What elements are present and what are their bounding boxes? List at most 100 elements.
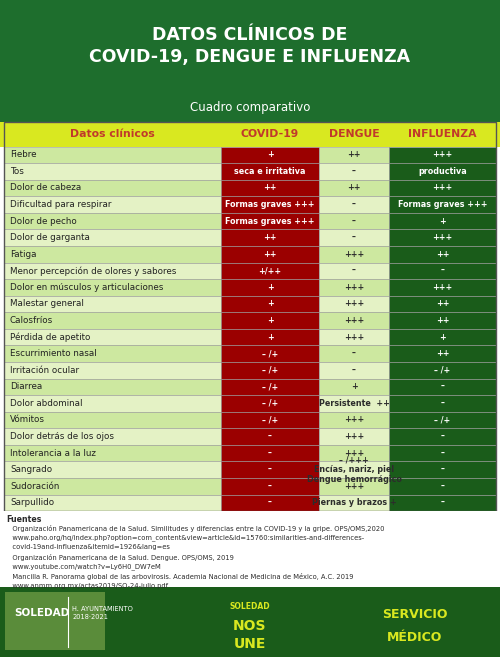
FancyBboxPatch shape bbox=[4, 428, 221, 445]
Text: Dolor de cabeza: Dolor de cabeza bbox=[10, 183, 81, 193]
Text: +: + bbox=[266, 332, 274, 342]
Text: UNE: UNE bbox=[234, 637, 266, 651]
FancyBboxPatch shape bbox=[389, 179, 496, 196]
FancyBboxPatch shape bbox=[319, 478, 389, 495]
FancyBboxPatch shape bbox=[4, 163, 221, 179]
FancyBboxPatch shape bbox=[389, 196, 496, 213]
Text: Sarpullido: Sarpullido bbox=[10, 499, 54, 507]
Text: Mancilla R. Panorama global de las arbovirosis. Academia Nacional de Medicina de: Mancilla R. Panorama global de las arbov… bbox=[6, 574, 354, 580]
FancyBboxPatch shape bbox=[4, 296, 221, 312]
Text: –: – bbox=[352, 366, 356, 374]
FancyBboxPatch shape bbox=[221, 246, 319, 263]
Text: Menor percepción de olores y sabores: Menor percepción de olores y sabores bbox=[10, 266, 176, 275]
Text: www.youtube.com/watch?v=Ly6H0_DW7eM: www.youtube.com/watch?v=Ly6H0_DW7eM bbox=[6, 564, 161, 570]
FancyBboxPatch shape bbox=[389, 478, 496, 495]
FancyBboxPatch shape bbox=[221, 478, 319, 495]
FancyBboxPatch shape bbox=[319, 279, 389, 296]
Text: www.paho.org/hq/index.php?option=com_content&view=article&id=15760:similarities-: www.paho.org/hq/index.php?option=com_con… bbox=[6, 535, 364, 541]
FancyBboxPatch shape bbox=[389, 461, 496, 478]
FancyBboxPatch shape bbox=[319, 196, 389, 213]
FancyBboxPatch shape bbox=[221, 279, 319, 296]
FancyBboxPatch shape bbox=[319, 263, 389, 279]
FancyBboxPatch shape bbox=[4, 362, 221, 378]
FancyBboxPatch shape bbox=[319, 346, 389, 362]
FancyBboxPatch shape bbox=[389, 445, 496, 461]
Text: NOS: NOS bbox=[233, 619, 267, 633]
Text: Dolor en músculos y articulaciones: Dolor en músculos y articulaciones bbox=[10, 283, 164, 292]
Text: +++: +++ bbox=[344, 415, 364, 424]
Text: +: + bbox=[350, 382, 358, 392]
FancyBboxPatch shape bbox=[389, 312, 496, 329]
Text: +/++: +/++ bbox=[258, 266, 281, 275]
Text: Escurrimiento nasal: Escurrimiento nasal bbox=[10, 349, 97, 358]
Text: H. AYUNTAMIENTO
2018·2021: H. AYUNTAMIENTO 2018·2021 bbox=[72, 606, 134, 620]
FancyBboxPatch shape bbox=[389, 378, 496, 395]
Text: +: + bbox=[439, 217, 446, 225]
Text: +++: +++ bbox=[432, 150, 452, 159]
FancyBboxPatch shape bbox=[389, 329, 496, 346]
Text: MÉDICO: MÉDICO bbox=[388, 631, 442, 644]
Text: Fuentes: Fuentes bbox=[6, 515, 42, 524]
Text: –: – bbox=[440, 432, 444, 441]
FancyBboxPatch shape bbox=[319, 147, 389, 163]
FancyBboxPatch shape bbox=[0, 0, 500, 122]
Text: –: – bbox=[352, 349, 356, 358]
FancyBboxPatch shape bbox=[4, 213, 221, 229]
FancyBboxPatch shape bbox=[0, 587, 500, 657]
FancyBboxPatch shape bbox=[221, 461, 319, 478]
Text: ++: ++ bbox=[436, 300, 449, 309]
Text: Persistente  ++: Persistente ++ bbox=[318, 399, 390, 408]
Text: +: + bbox=[266, 150, 274, 159]
Text: – /+++
Encías, nariz, piel
Dengue hemorrágico: – /+++ Encías, nariz, piel Dengue hemorr… bbox=[306, 455, 402, 484]
FancyBboxPatch shape bbox=[221, 296, 319, 312]
FancyBboxPatch shape bbox=[5, 592, 105, 650]
Text: +: + bbox=[266, 300, 274, 309]
Text: –: – bbox=[268, 482, 272, 491]
Text: +++: +++ bbox=[344, 283, 364, 292]
Text: Piernas y brazos +: Piernas y brazos + bbox=[312, 499, 396, 507]
Text: –: – bbox=[440, 382, 444, 392]
FancyBboxPatch shape bbox=[4, 478, 221, 495]
FancyBboxPatch shape bbox=[4, 461, 221, 478]
FancyBboxPatch shape bbox=[319, 246, 389, 263]
Text: – /+: – /+ bbox=[262, 399, 278, 408]
Text: ++: ++ bbox=[436, 250, 449, 259]
FancyBboxPatch shape bbox=[4, 312, 221, 329]
Text: +++: +++ bbox=[344, 449, 364, 458]
Text: productiva: productiva bbox=[418, 167, 467, 176]
FancyBboxPatch shape bbox=[319, 461, 389, 478]
FancyBboxPatch shape bbox=[319, 312, 389, 329]
FancyBboxPatch shape bbox=[221, 412, 319, 428]
FancyBboxPatch shape bbox=[221, 179, 319, 196]
FancyBboxPatch shape bbox=[389, 296, 496, 312]
Text: DENGUE: DENGUE bbox=[328, 129, 380, 139]
Text: +++: +++ bbox=[344, 250, 364, 259]
Text: Intolerancia a la luz: Intolerancia a la luz bbox=[10, 449, 96, 458]
FancyBboxPatch shape bbox=[389, 362, 496, 378]
Text: Tos: Tos bbox=[10, 167, 24, 176]
FancyBboxPatch shape bbox=[0, 122, 500, 147]
Text: +++: +++ bbox=[344, 316, 364, 325]
FancyBboxPatch shape bbox=[319, 296, 389, 312]
Text: – /+: – /+ bbox=[434, 415, 450, 424]
Text: Sudoración: Sudoración bbox=[10, 482, 59, 491]
Text: +: + bbox=[439, 332, 446, 342]
Text: +: + bbox=[266, 316, 274, 325]
Text: –: – bbox=[268, 449, 272, 458]
FancyBboxPatch shape bbox=[4, 263, 221, 279]
FancyBboxPatch shape bbox=[4, 495, 221, 511]
FancyBboxPatch shape bbox=[4, 246, 221, 263]
Text: ++: ++ bbox=[263, 250, 277, 259]
FancyBboxPatch shape bbox=[389, 213, 496, 229]
Text: Cuadro comparativo: Cuadro comparativo bbox=[190, 101, 310, 114]
FancyBboxPatch shape bbox=[221, 395, 319, 412]
Text: – /+: – /+ bbox=[262, 349, 278, 358]
Text: Dolor detrás de los ojos: Dolor detrás de los ojos bbox=[10, 432, 114, 441]
FancyBboxPatch shape bbox=[221, 196, 319, 213]
FancyBboxPatch shape bbox=[319, 395, 389, 412]
Text: –: – bbox=[440, 449, 444, 458]
FancyBboxPatch shape bbox=[221, 312, 319, 329]
Text: Formas graves +++: Formas graves +++ bbox=[225, 200, 315, 209]
Text: Fiebre: Fiebre bbox=[10, 150, 36, 159]
Text: Dolor de pecho: Dolor de pecho bbox=[10, 217, 77, 225]
